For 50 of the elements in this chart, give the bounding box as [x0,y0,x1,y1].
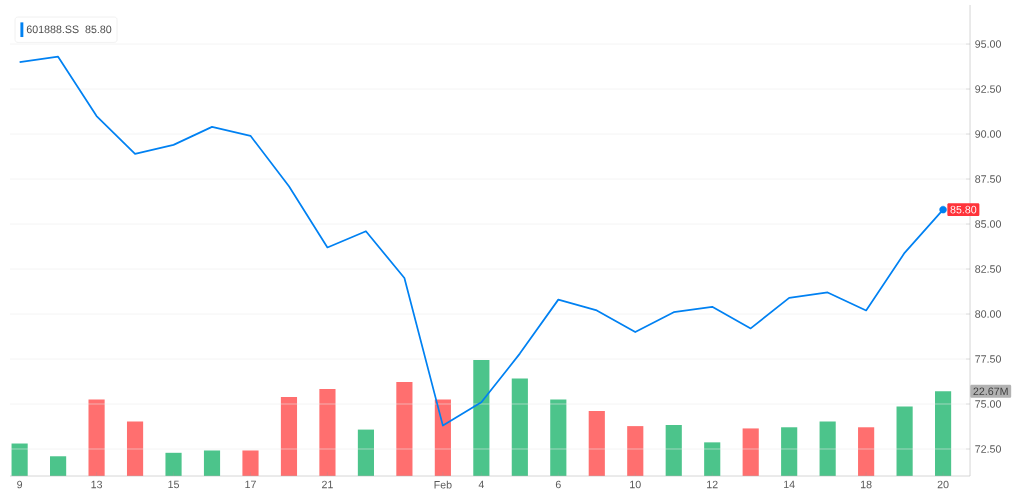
bar [88,399,105,476]
bar [627,426,644,476]
legend-label: 601888.SS [26,25,79,34]
bar [742,428,759,476]
bar [550,399,567,476]
y-tick-label: 80.00 [975,310,1001,318]
bar [242,450,259,476]
x-tick-label: 10 [630,480,641,489]
bar [588,411,605,476]
data-label: 85.80 [950,205,977,214]
bar [203,450,221,476]
y-tick-label: 92.50 [975,85,1001,93]
y-tick-label: 82.50 [975,265,1001,273]
bar [935,391,952,476]
bar [280,397,298,476]
x-tick-label: 4 [478,480,485,489]
bar [165,452,182,476]
x-tick-label: 14 [784,480,795,489]
y-tick-label: 75.00 [975,400,1001,408]
x-tick-label: 13 [91,480,103,489]
bar [704,442,721,476]
x-tick-label: Feb [434,480,452,489]
bar [473,359,490,476]
y-tick-label: 95.00 [975,40,1001,48]
y-tick-label: 85.00 [975,220,1001,228]
bar [50,456,67,476]
x-tick-label: 9 [17,480,23,489]
bar [896,406,913,476]
x-tick-label: 20 [937,480,949,489]
bar [858,427,875,476]
x-tick-label: 17 [245,480,256,489]
x-tick-label: 21 [322,480,333,489]
bar [357,429,374,476]
text: 85.80 [85,25,112,34]
bar [781,427,798,476]
x-tick-label: 18 [861,480,872,489]
bar [819,421,836,476]
y-tick-label: 77.50 [975,355,1001,363]
x-tick-label: 15 [168,480,180,489]
bar [396,382,413,476]
bar [319,388,336,476]
bar [511,378,528,476]
y-tick-label: 90.00 [975,130,1001,138]
y-tick-label: 72.50 [975,445,1001,453]
x-tick-label: 6 [555,480,561,489]
text: 22.67M [973,387,1008,396]
bar [665,424,682,476]
bar [126,421,144,476]
y-tick-label: 87.50 [975,175,1001,183]
x-tick-label: 12 [707,480,718,489]
